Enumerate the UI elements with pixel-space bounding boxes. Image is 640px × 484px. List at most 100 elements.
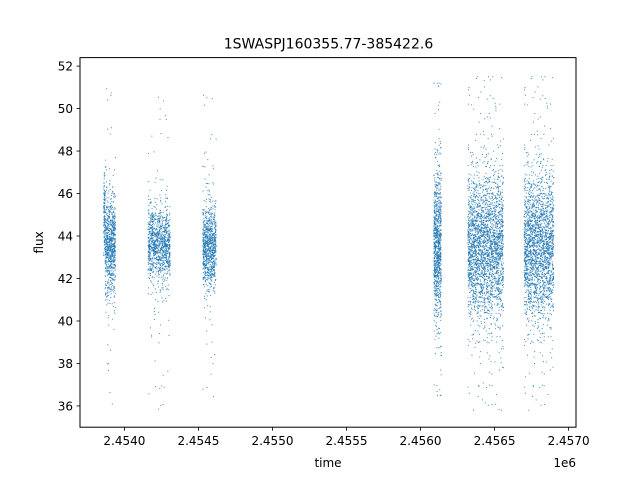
data-point [491,281,493,283]
data-point [203,238,205,240]
data-point [207,159,209,161]
data-point [214,274,216,276]
data-point [167,258,169,260]
data-point [165,252,167,254]
data-point [149,280,151,282]
data-point [487,240,489,242]
data-point [167,271,169,273]
data-point [148,287,150,289]
data-point [111,238,113,240]
data-point [213,244,215,246]
data-point [204,226,206,228]
data-point [494,247,496,249]
data-point [206,263,208,265]
data-point [155,248,157,250]
data-point [204,280,206,282]
data-point [148,249,150,251]
data-point [202,265,204,267]
data-point [471,223,473,225]
data-point [484,258,486,260]
data-point [487,291,489,293]
data-point [161,203,163,205]
data-point [210,253,212,255]
data-point [499,227,501,229]
data-point [495,262,497,264]
data-point [160,238,162,240]
data-point [469,230,471,232]
data-point [438,217,440,219]
data-point [502,236,504,238]
data-point [471,308,473,310]
data-point [214,222,216,224]
data-point [469,256,471,258]
data-point [440,203,442,205]
data-point [215,229,217,231]
data-point [483,300,485,302]
data-point [484,241,486,243]
data-point [489,265,491,267]
data-point [206,251,208,253]
data-point [110,277,112,279]
data-point [212,263,214,265]
data-point [478,223,480,225]
data-point [439,221,441,223]
data-point [435,235,437,237]
data-point [163,259,165,261]
data-point [206,222,208,224]
data-point [107,232,109,233]
data-point [159,269,161,271]
data-point [436,308,438,310]
data-point [153,254,155,256]
data-point [491,313,493,315]
data-point [109,235,111,237]
data-point [478,226,480,228]
data-point [147,264,149,266]
data-point [215,262,217,264]
data-point [440,178,442,180]
data-point [434,241,436,243]
data-point [112,227,114,229]
data-point [440,319,442,321]
data-point [434,270,436,272]
data-point [205,226,207,228]
data-point [467,199,469,201]
data-point [480,296,482,298]
data-point [153,244,155,246]
data-point [433,265,435,267]
data-point [207,254,209,256]
data-point [163,269,165,271]
data-point [152,275,154,277]
data-point [433,205,435,207]
data-point [164,246,166,248]
data-point [214,227,216,229]
data-point [436,294,438,296]
data-point [159,220,161,222]
data-point [147,258,149,260]
data-point [440,229,442,231]
data-point [475,252,477,254]
data-point [149,252,151,254]
data-point [148,198,150,200]
data-point [480,229,482,231]
data-point [109,182,111,184]
data-point [440,303,442,305]
data-point [212,228,214,230]
data-point [113,229,115,231]
data-point [111,249,113,251]
data-point [468,260,470,262]
data-point [158,224,160,226]
data-point [106,304,108,306]
data-point [468,265,470,267]
data-point [112,226,114,228]
data-point [472,409,474,411]
data-point [105,238,107,240]
data-point [103,186,105,188]
data-point [480,255,482,257]
data-point [478,386,480,388]
data-point [211,249,213,251]
data-point [433,236,435,238]
data-point [484,206,486,208]
data-point [440,215,442,217]
data-point [154,241,155,243]
data-point [208,226,210,228]
